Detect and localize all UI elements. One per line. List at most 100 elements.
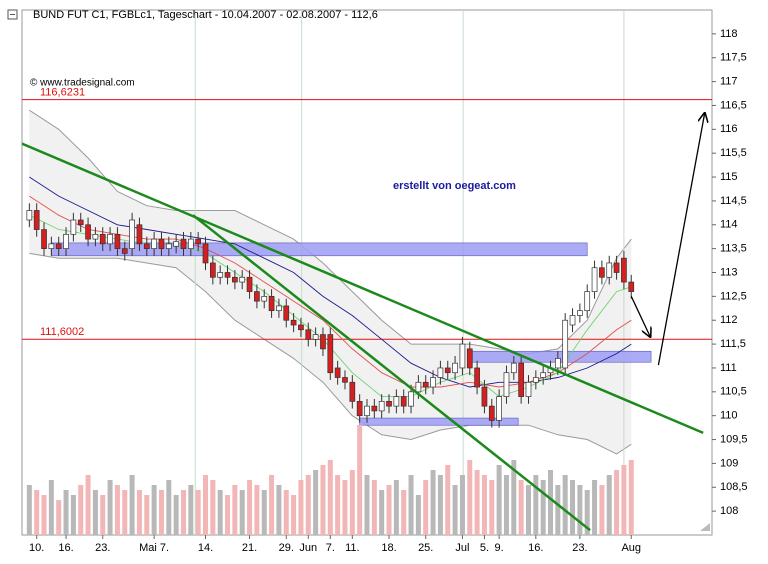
- candle-body: [195, 238, 202, 245]
- volume-bar: [335, 475, 341, 535]
- volume-bar: [276, 485, 282, 535]
- candle-body: [187, 238, 194, 249]
- volume-bar: [548, 470, 554, 535]
- volume-bar: [173, 495, 179, 535]
- volume-bar: [474, 470, 480, 535]
- candle-body: [606, 262, 613, 278]
- x-tick-label: Jul: [455, 542, 469, 554]
- candle-body: [107, 233, 113, 245]
- candle-body: [151, 238, 157, 249]
- candle-body: [114, 233, 121, 249]
- candle-body: [481, 386, 488, 407]
- volume-bar: [122, 490, 128, 535]
- candle-body: [121, 248, 128, 254]
- resize-grip[interactable]: [700, 523, 710, 531]
- candle-body: [246, 276, 253, 292]
- volume-bar: [349, 470, 355, 535]
- candle-body: [48, 243, 55, 249]
- volume-bar: [415, 495, 421, 535]
- volume-bar: [70, 495, 76, 535]
- zone: [471, 350, 652, 363]
- candle-body: [232, 276, 238, 283]
- y-tick-label: 116: [720, 123, 738, 135]
- volume-bar: [41, 495, 47, 535]
- candle-body: [261, 296, 268, 302]
- candle-body: [378, 401, 385, 412]
- candle-body: [510, 362, 517, 374]
- volume-bar: [56, 500, 62, 535]
- volume-bar: [217, 490, 223, 535]
- volume-bar: [305, 475, 311, 535]
- y-tick-label: 118: [720, 28, 738, 40]
- x-tick-label: 25.: [418, 542, 433, 554]
- candle-body: [525, 381, 532, 397]
- candle-body: [393, 396, 400, 407]
- candle-body: [239, 276, 246, 283]
- candle-body: [202, 243, 209, 264]
- candle-body: [41, 229, 47, 249]
- volume-bar: [459, 475, 465, 535]
- candle-body: [349, 381, 356, 402]
- volume-bar: [269, 475, 275, 535]
- y-tick-label: 113: [720, 266, 738, 278]
- volume-bar: [518, 480, 524, 535]
- chart-title: BUND FUT C1, FGBLc1, Tageschart - 10.04.…: [33, 9, 378, 21]
- candle-body: [356, 401, 363, 417]
- volume-bar: [195, 490, 201, 535]
- x-tick-label: Mai 7.: [139, 542, 169, 554]
- volume-bar: [408, 475, 414, 535]
- candle-body: [143, 243, 150, 249]
- candle-body: [569, 315, 576, 326]
- volume-bar: [467, 460, 473, 535]
- candle-body: [312, 334, 319, 340]
- volume-bar: [232, 485, 238, 535]
- candle-body: [254, 291, 260, 302]
- candle-body: [210, 262, 216, 278]
- volume-bar: [592, 480, 598, 535]
- x-tick-label: 11.: [345, 542, 359, 554]
- y-tick-label: 117,5: [720, 52, 747, 64]
- candle-body: [540, 372, 547, 378]
- candle-body: [408, 391, 414, 407]
- volume-bar: [496, 465, 502, 535]
- x-tick-label: 23.: [95, 542, 110, 554]
- volume-bar: [180, 490, 186, 535]
- volume-bar: [621, 465, 627, 535]
- candle-body: [33, 210, 40, 230]
- volume-bar: [129, 475, 135, 535]
- annotation: erstellt von oegeat.com: [393, 180, 516, 192]
- x-tick-label: 9.: [495, 542, 504, 554]
- y-tick-label: 110: [720, 410, 738, 422]
- volume-bar: [63, 490, 69, 535]
- volume-bar: [599, 485, 605, 535]
- volume-bar: [283, 490, 289, 535]
- volume-bar: [401, 490, 407, 535]
- volume-bar: [78, 485, 84, 535]
- candle-body: [85, 224, 91, 240]
- band-lower: [29, 252, 632, 455]
- volume-bar: [210, 480, 216, 535]
- volume-bar: [393, 480, 399, 535]
- volume-bar: [452, 485, 458, 535]
- candle-body: [342, 377, 348, 383]
- volume-bar: [320, 465, 326, 535]
- candle-body: [555, 358, 561, 369]
- volume-bar: [327, 460, 333, 535]
- level-label: 116,6231: [40, 86, 85, 98]
- x-tick-label: 18.: [381, 542, 396, 554]
- volume-bar: [584, 490, 590, 535]
- candle-body: [364, 405, 370, 417]
- y-tick-label: 111: [720, 362, 737, 374]
- candle-body: [532, 377, 539, 383]
- volume-bar: [555, 485, 561, 535]
- candle-body: [165, 243, 172, 249]
- x-tick-label: 16.: [528, 542, 543, 554]
- candle-body: [496, 396, 502, 421]
- candle-body: [63, 233, 69, 249]
- candle-body: [92, 233, 99, 240]
- volume-bar: [628, 460, 634, 535]
- candle-body: [503, 372, 510, 397]
- volume-bar: [503, 475, 509, 535]
- x-tick-label: 29.: [279, 542, 294, 554]
